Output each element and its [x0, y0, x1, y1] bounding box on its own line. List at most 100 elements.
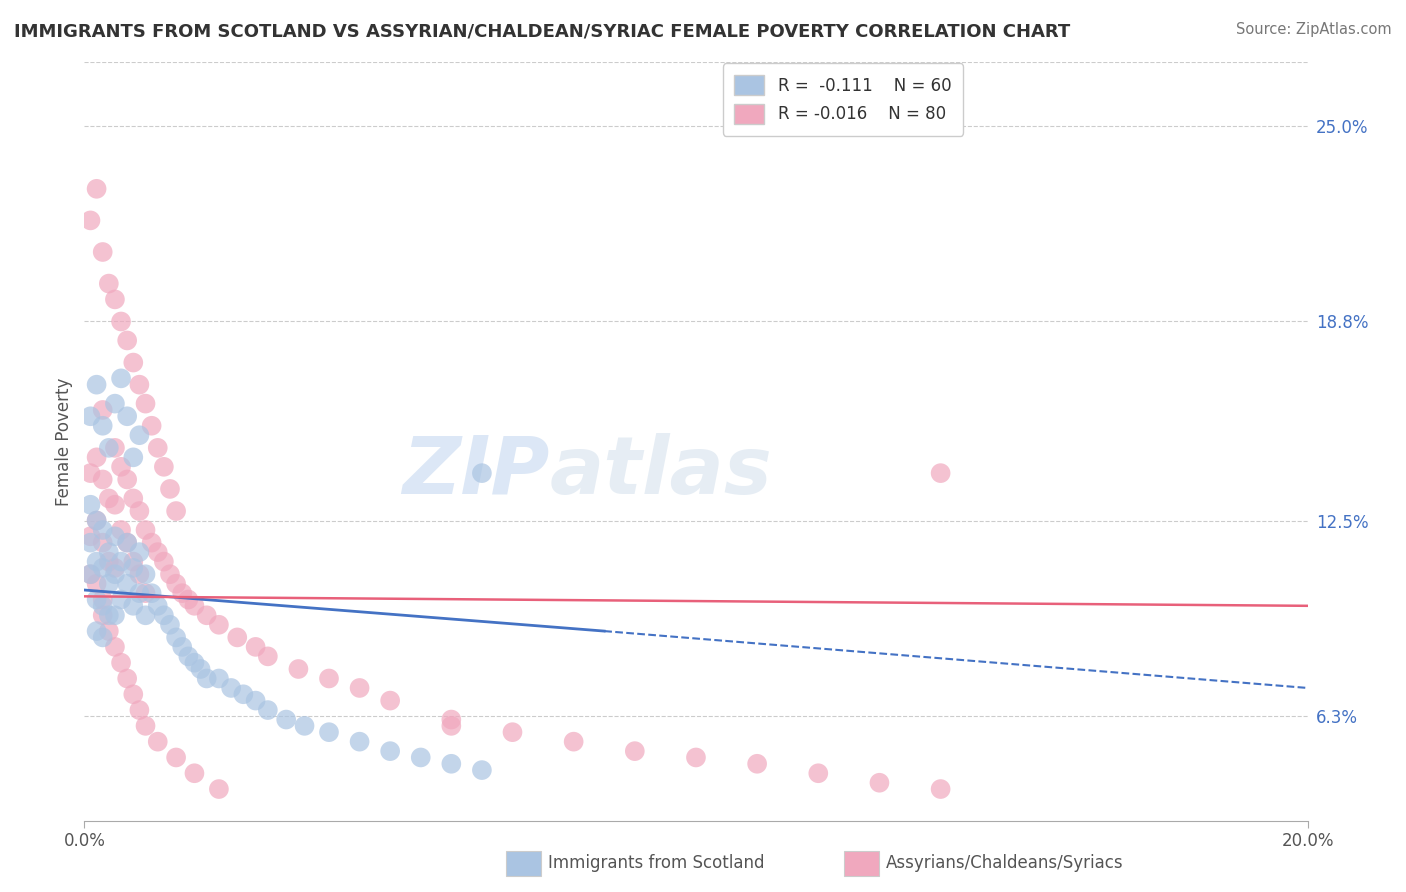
Point [440, 719, 463, 733]
Point [86, 592, 108, 607]
Point [195, 672, 218, 686]
Point [440, 713, 463, 727]
Point [97, 491, 120, 506]
Point [141, 418, 163, 433]
Point [747, 756, 769, 771]
Point [135, 586, 157, 600]
Point [624, 744, 647, 758]
Text: IMMIGRANTS FROM SCOTLAND VS ASSYRIAN/CHALDEAN/SYRIAC FEMALE POVERTY CORRELATION : IMMIGRANTS FROM SCOTLAND VS ASSYRIAN/CHA… [14, 22, 1070, 40]
Point [685, 750, 707, 764]
Point [79, 498, 101, 512]
Point [146, 545, 169, 559]
Point [128, 703, 150, 717]
Point [97, 624, 120, 639]
Point [79, 529, 101, 543]
Point [128, 377, 150, 392]
Point [110, 459, 132, 474]
Point [91, 561, 114, 575]
Point [79, 535, 101, 549]
Point [115, 473, 138, 487]
Point [110, 371, 132, 385]
Point [159, 567, 181, 582]
Point [153, 555, 176, 569]
Point [929, 466, 952, 480]
Text: ZIP: ZIP [402, 433, 550, 511]
Point [91, 244, 114, 259]
Point [104, 561, 127, 575]
Point [104, 293, 127, 307]
Point [115, 672, 138, 686]
Point [91, 592, 114, 607]
Point [807, 766, 830, 780]
Point [165, 631, 187, 645]
Point [349, 734, 371, 748]
Point [86, 514, 108, 528]
Point [208, 672, 231, 686]
Point [380, 744, 402, 758]
Point [294, 719, 316, 733]
Point [104, 608, 127, 623]
Point [110, 555, 132, 569]
Point [183, 766, 205, 780]
Point [128, 567, 150, 582]
Point [177, 592, 200, 607]
Point [318, 672, 340, 686]
Point [159, 482, 181, 496]
Point [190, 662, 212, 676]
Point [122, 555, 145, 569]
Point [91, 418, 114, 433]
Point [97, 545, 120, 559]
Point [183, 656, 205, 670]
Point [110, 314, 132, 328]
Point [128, 545, 150, 559]
Text: Immigrants from Scotland: Immigrants from Scotland [548, 855, 765, 872]
Point [177, 649, 200, 664]
Point [110, 592, 132, 607]
Point [115, 535, 138, 549]
Point [245, 640, 267, 654]
Point [122, 450, 145, 465]
Point [97, 277, 120, 291]
Point [79, 409, 101, 424]
Point [153, 608, 176, 623]
Legend: R =  -0.111    N = 60, R = -0.016    N = 80: R = -0.111 N = 60, R = -0.016 N = 80 [723, 63, 963, 136]
Point [128, 428, 150, 442]
Point [165, 504, 187, 518]
Point [91, 473, 114, 487]
Point [257, 649, 280, 664]
Point [153, 459, 176, 474]
Point [219, 681, 242, 695]
Point [257, 703, 280, 717]
Point [122, 491, 145, 506]
Point [183, 599, 205, 613]
Point [86, 514, 108, 528]
Point [122, 561, 145, 575]
Point [165, 576, 187, 591]
Point [502, 725, 524, 739]
Point [97, 555, 120, 569]
Point [146, 441, 169, 455]
Point [245, 693, 267, 707]
Point [91, 523, 114, 537]
Point [562, 734, 585, 748]
Point [135, 396, 157, 410]
Point [146, 734, 169, 748]
Point [141, 535, 163, 549]
Point [86, 377, 108, 392]
Point [380, 693, 402, 707]
Point [172, 586, 194, 600]
Point [115, 409, 138, 424]
Point [208, 782, 231, 797]
Point [195, 608, 218, 623]
Point [110, 656, 132, 670]
Point [122, 599, 145, 613]
Point [471, 763, 494, 777]
Point [287, 662, 309, 676]
Point [115, 576, 138, 591]
Point [104, 529, 127, 543]
Point [86, 576, 108, 591]
Point [115, 334, 138, 348]
Point [91, 631, 114, 645]
Point [97, 441, 120, 455]
Point [122, 355, 145, 369]
